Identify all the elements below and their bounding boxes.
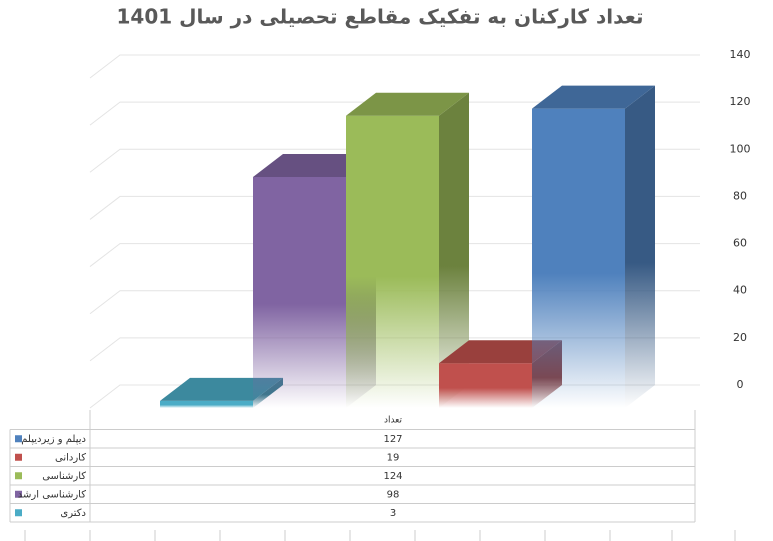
- y-tick-label: 140: [730, 48, 751, 61]
- table-value: 3: [390, 508, 396, 519]
- bar-side: [439, 92, 469, 408]
- legend-label: کارشناسی: [42, 471, 86, 482]
- bar-top: [160, 377, 283, 401]
- y-tick-label: 60: [733, 237, 747, 250]
- table-header: تعداد: [384, 416, 403, 426]
- grid-line: [89, 54, 700, 79]
- legend-key: [15, 435, 22, 443]
- grid-line: [89, 148, 700, 173]
- legend-key: [15, 490, 22, 498]
- bar-front: [439, 363, 532, 408]
- chart-title: تعداد کارکنان به تفکیک مقاطع تحصیلی در س…: [117, 5, 644, 29]
- legend-label: دیپلم و زیردیپلم: [21, 434, 86, 445]
- bar-top: [253, 154, 376, 177]
- bar-top: [439, 340, 562, 364]
- legend-key: [15, 453, 22, 461]
- bar-top: [346, 92, 469, 116]
- table-value: 19: [387, 452, 400, 463]
- grid-line: [89, 337, 700, 362]
- bar-front: [253, 177, 346, 408]
- y-tick-label: 40: [733, 284, 747, 297]
- y-tick-label: 100: [730, 142, 751, 155]
- grid-line: [89, 101, 700, 126]
- table-value: 124: [383, 471, 402, 482]
- legend-key: [15, 509, 22, 517]
- legend-label: کارشناسی ارشد: [18, 489, 86, 500]
- grid-line: [89, 195, 700, 220]
- legend-label: کاردانی: [55, 452, 86, 463]
- legend-label: دکتری: [60, 508, 86, 519]
- y-tick-label: 120: [730, 95, 751, 108]
- y-tick-label: 20: [733, 331, 747, 344]
- y-tick-label: 80: [733, 189, 747, 202]
- bar-front: [160, 400, 253, 408]
- bar-front: [346, 115, 439, 408]
- grid-line: [89, 243, 700, 267]
- bar: [346, 92, 469, 408]
- grid-line: [89, 290, 700, 315]
- y-tick-label: 0: [737, 378, 744, 391]
- bar-side: [625, 85, 655, 409]
- bar-front: [532, 108, 625, 409]
- table-value: 98: [387, 489, 400, 500]
- table-value: 127: [383, 434, 402, 445]
- legend-key: [15, 472, 22, 480]
- bar: [532, 85, 655, 409]
- bar-top: [532, 85, 655, 109]
